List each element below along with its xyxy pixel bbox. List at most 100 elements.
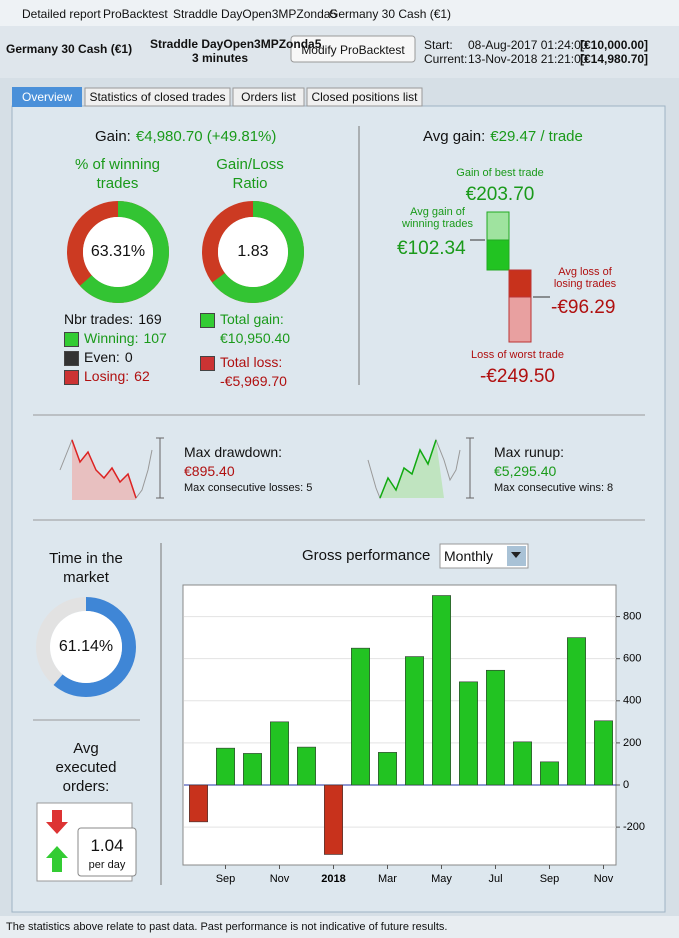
bar xyxy=(351,647,370,786)
y-tick-label: 600 xyxy=(623,653,641,665)
total-gain-line: Total gain: xyxy=(200,311,284,328)
footer: The statistics above relate to past data… xyxy=(6,921,448,933)
bar xyxy=(567,637,586,786)
donut-hole xyxy=(50,611,122,683)
runup: €5,295.40 xyxy=(494,463,557,479)
consec-losses-label: Max consecutive losses: xyxy=(184,482,304,494)
gain-line: Gain: €4,980.70 (+49.81%) xyxy=(95,128,276,145)
button[interactable] xyxy=(290,35,416,63)
period[interactable]: Monthly xyxy=(444,548,494,564)
losing: 62 xyxy=(134,368,150,384)
even-line: Even: 0 xyxy=(64,349,133,366)
bar xyxy=(189,784,208,823)
win-title: % of winning trades xyxy=(74,156,161,192)
tab-label[interactable]: Closed positions list xyxy=(311,90,418,104)
total-loss: -€5,969.70 xyxy=(220,373,287,389)
losing-label: Losing: xyxy=(84,368,130,384)
bar xyxy=(459,681,478,786)
trades: 169 xyxy=(138,311,162,327)
total-loss-label: Total loss: xyxy=(220,354,283,370)
start-date: 08-Aug-2017 01:24:00 xyxy=(468,38,588,52)
window-tab: Straddle DayOpen3MPZonda5 xyxy=(173,7,338,21)
tab[interactable] xyxy=(306,87,423,107)
avg-gain-line: Avg gain: €29.47 / trade xyxy=(423,128,583,145)
best: €203.70 xyxy=(465,184,535,205)
drawdown-area xyxy=(72,440,136,500)
button-label[interactable]: Modify ProBacktest xyxy=(301,43,405,57)
total-gain-label: Total gain: xyxy=(220,311,284,327)
avg-loss-label: Avg loss of losing trades xyxy=(553,266,617,290)
y-tick-label: 800 xyxy=(623,610,641,622)
chart-title: Gross performance xyxy=(302,547,431,564)
consec-wins-label: Max consecutive wins: xyxy=(494,482,605,494)
avg-win-box xyxy=(486,239,510,271)
x-tick-label: Sep xyxy=(216,873,236,885)
bar xyxy=(432,595,451,786)
winning-label: Winning: xyxy=(84,330,139,346)
current-date: 13-Nov-2018 21:21:00 xyxy=(468,52,588,66)
consec-wins: 8 xyxy=(607,482,614,494)
donut-arc xyxy=(202,201,304,303)
tab-active[interactable] xyxy=(12,87,82,107)
win-pct: 63.31% xyxy=(90,243,146,260)
titlebar xyxy=(0,0,679,26)
avg-win-label: Avg gain of winning trades xyxy=(402,206,473,230)
trades-line: Nbr trades: 169 xyxy=(64,311,162,327)
even-label: Even: xyxy=(84,349,120,365)
x-tick-label: Nov xyxy=(594,873,614,885)
avg-win: €102.34 xyxy=(397,238,466,259)
start-capital: [€10,000.00] xyxy=(580,38,649,52)
timeframe: 3 minutes xyxy=(191,51,248,65)
bar xyxy=(324,784,343,855)
gain-label: Gain: xyxy=(95,128,131,145)
consec-losses-line: Max consecutive losses: 5 xyxy=(184,482,312,494)
trades-label: Nbr trades: xyxy=(64,311,134,327)
orders-title: Avg executed orders: xyxy=(55,740,117,795)
consec-wins-line: Max consecutive wins: 8 xyxy=(494,482,613,494)
gain-value: €4,980.70 (+49.81%) xyxy=(135,128,277,145)
current-label: Current: xyxy=(424,52,468,66)
x-tick-label: 2018 xyxy=(321,873,345,885)
bar xyxy=(405,656,424,786)
time-pct: 61.14% xyxy=(58,638,114,655)
orders-unit: per day xyxy=(88,859,126,871)
runup-label: Max runup: xyxy=(494,444,565,460)
bar xyxy=(297,746,316,786)
bar xyxy=(378,752,397,786)
avg-gain: €29.47 / trade xyxy=(490,128,583,145)
window-title: Detailed report xyxy=(22,7,101,21)
x-tick-label: Jul xyxy=(488,873,502,885)
even: 0 xyxy=(124,349,133,365)
x-tick-label: May xyxy=(431,873,452,885)
tab[interactable] xyxy=(232,87,305,107)
bar xyxy=(216,747,235,786)
tab[interactable] xyxy=(84,87,231,107)
consec-losses: 5 xyxy=(306,482,313,494)
donut-arc xyxy=(67,201,169,303)
ratio-title: Gain/Loss Ratio xyxy=(216,156,284,192)
swatch xyxy=(200,313,215,328)
best-label: Gain of best trade xyxy=(456,167,544,179)
swatch xyxy=(64,370,79,385)
footer-bar xyxy=(0,916,679,938)
winning: 107 xyxy=(143,330,167,346)
winning-line: Winning: 107 xyxy=(64,330,167,347)
donut-hole xyxy=(83,217,153,287)
window-tab: Germany 30 Cash (€1) xyxy=(329,7,452,21)
y-tick-label: 0 xyxy=(623,779,629,791)
avg-loss-box xyxy=(508,269,532,298)
tab-label[interactable]: Overview xyxy=(21,90,72,104)
tab-label[interactable]: Orders list xyxy=(241,90,296,104)
worst: -€249.50 xyxy=(479,366,555,387)
plot-area xyxy=(182,584,617,866)
time-title: Time in the market xyxy=(49,550,123,586)
ratio: 1.83 xyxy=(237,243,269,260)
instrument: Germany 30 Cash (€1) xyxy=(6,42,133,56)
x-tick-label: Nov xyxy=(270,873,290,885)
y-tick-label: 200 xyxy=(623,737,641,749)
orders: 1.04 xyxy=(90,836,124,855)
tab-label[interactable]: Statistics of closed trades xyxy=(89,90,226,104)
runup-range xyxy=(466,437,474,499)
